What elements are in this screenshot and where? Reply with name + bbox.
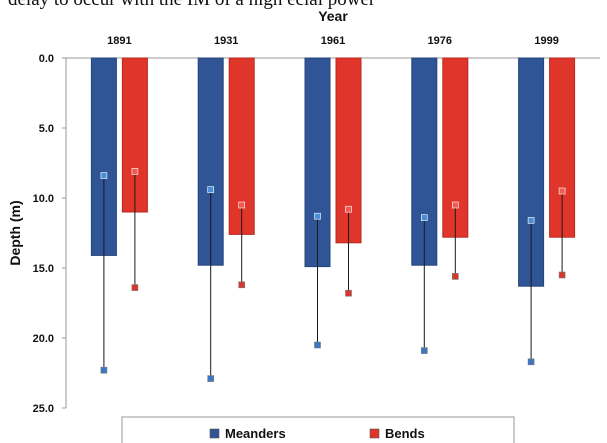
meanders-legend-label: Meanders [225, 426, 286, 441]
x-tick-label: 1931 [214, 35, 238, 47]
meanders-min-marker [100, 172, 108, 179]
meanders-legend-swatch [209, 428, 220, 439]
bends-max-marker [558, 271, 566, 279]
bends-max-marker [345, 289, 352, 297]
meanders-bar [90, 57, 117, 256]
top-caption-text: delay to occur with the IM of a high eci… [8, 0, 598, 11]
x-tick-label: 1976 [428, 35, 452, 47]
meanders-min-marker [420, 214, 428, 221]
bends-max-marker [238, 281, 245, 289]
meanders-max-marker [207, 375, 214, 382]
meanders-min-marker [207, 186, 214, 193]
y-tick-label: 0.0 [39, 53, 54, 65]
bends-max-marker [451, 273, 459, 280]
chart-marks [90, 57, 576, 382]
meanders-max-marker [314, 341, 321, 349]
x-axis-title: Year [318, 8, 348, 24]
y-tick-label: 10.0 [33, 193, 54, 205]
x-tick-label: 1961 [321, 35, 345, 47]
y-axis-title: Depth (m) [7, 200, 23, 265]
bends-min-marker [238, 201, 245, 209]
y-tick-label: 15.0 [33, 263, 54, 275]
bends-legend-swatch [369, 428, 380, 439]
meanders-max-marker [527, 358, 535, 366]
x-tick-label: 1999 [534, 35, 558, 47]
meanders-min-marker [314, 212, 321, 220]
meanders-max-marker [420, 347, 428, 354]
chart-legend: Meanders Bends [121, 416, 515, 443]
meanders-max-marker [100, 366, 108, 374]
bends-max-marker [131, 284, 139, 291]
bends-min-marker [131, 168, 139, 175]
x-tick-label: 1891 [107, 35, 131, 47]
y-tick-label: 5.0 [39, 123, 54, 135]
y-tick-label: 25.0 [33, 403, 54, 415]
y-tick-label: 20.0 [33, 333, 54, 345]
bends-min-marker [558, 187, 566, 195]
legend-box [121, 416, 515, 443]
bends-min-marker [451, 201, 459, 209]
meanders-min-marker [527, 217, 535, 224]
bends-min-marker [345, 205, 352, 213]
chart-axes: Year Depth (m) 0.0 5.0 10.0 15.0 20.0 25.0 189… [7, 8, 600, 415]
bends-legend-label: Bends [385, 426, 425, 441]
